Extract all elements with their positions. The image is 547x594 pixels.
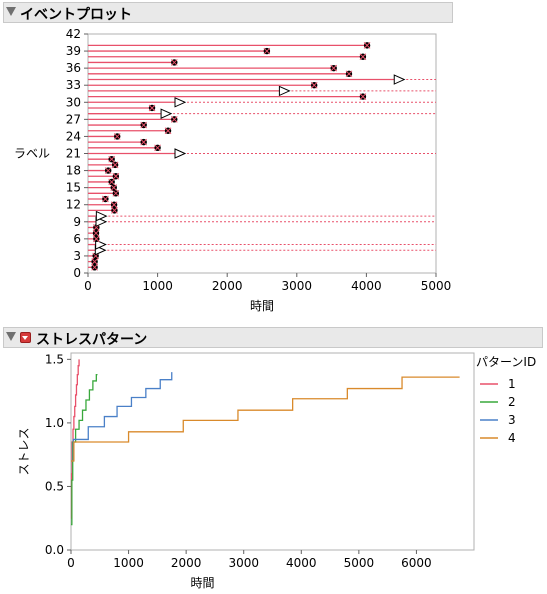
event-marker-cross (104, 167, 112, 174)
x-axis-label: 時間 (250, 299, 274, 313)
y-tick-label: 15 (66, 181, 81, 195)
stress-pattern-chart: 0.0 0.5 1.0 1.5 0 1000 2000 3000 4000 5000 6000 時間 ス… (17, 352, 536, 590)
x-tick-label: 1000 (113, 556, 144, 570)
red-triangle-menu-icon[interactable] (20, 332, 31, 343)
event-marker-cross (111, 207, 118, 214)
event-marker-cross (140, 138, 148, 146)
censored-marker (393, 74, 406, 85)
y-tick-label: 42 (66, 27, 81, 41)
event-marker-cross (310, 81, 318, 89)
event-marker-cross (330, 64, 338, 72)
y-tick-label: 39 (66, 44, 81, 58)
y-tick-label: 12 (66, 198, 81, 212)
y-tick-label: 1.5 (45, 352, 64, 366)
censored-marker (95, 239, 107, 250)
legend-label-3: 3 (508, 413, 516, 427)
x-tick-label: 4000 (351, 279, 382, 293)
event-marker-cross (91, 263, 98, 271)
event-marker-cross (92, 235, 100, 243)
event-marker-cross (110, 184, 118, 191)
y-tick-label: 3 (73, 249, 81, 263)
censored-marker (174, 97, 187, 108)
disclosure-triangle-icon[interactable] (6, 332, 16, 341)
stress-pattern-header[interactable]: ストレスパターン (3, 327, 543, 348)
event-marker-cross (164, 127, 172, 135)
legend-label-1: 1 (508, 377, 516, 391)
event-marker-cross (154, 144, 161, 152)
censored-marker (278, 85, 291, 97)
stress-pattern-title: ストレスパターン (36, 332, 148, 348)
event-marker-cross (113, 133, 121, 140)
x-tick-label: 4000 (286, 556, 317, 570)
series-line-2 (71, 373, 98, 526)
x-axis-label: 時間 (190, 576, 214, 590)
event-marker-cross (363, 42, 371, 49)
x-tick-label: 0 (67, 556, 75, 570)
y-tick-label: 1.0 (45, 416, 64, 430)
censored-marker (95, 210, 108, 222)
x-tick-label: 5000 (344, 556, 375, 570)
x-tick-label: 3000 (282, 279, 313, 293)
censored-marker (174, 148, 187, 159)
event-marker-cross (170, 59, 178, 66)
legend-title: パターンID (476, 355, 536, 369)
y-tick-label: 0.5 (45, 479, 64, 493)
event-marker-cross (111, 161, 119, 169)
event-marker-cross (102, 195, 109, 203)
event-marker-cross (91, 258, 98, 265)
y-tick-label: 18 (66, 164, 81, 178)
y-tick-label: 27 (66, 112, 81, 126)
event-marker-cross (110, 201, 118, 209)
event-plot-header[interactable]: イベントプロット (3, 2, 453, 23)
x-tick-label: 2000 (212, 279, 243, 293)
y-tick-label: 33 (66, 78, 81, 92)
y-tick-label: 36 (66, 61, 81, 75)
y-tick-label: 21 (66, 147, 81, 161)
x-tick-label: 6000 (401, 556, 432, 570)
event-marker-cross (112, 189, 120, 197)
event-marker-cross (112, 172, 120, 180)
y-axis-label: ストレス (17, 427, 31, 475)
x-tick-label: 1000 (142, 279, 173, 293)
y-tick-label: 0.0 (45, 543, 64, 557)
event-marker-cross (108, 178, 116, 186)
plot-frame (70, 352, 475, 551)
event-marker-cross (92, 229, 100, 237)
y-axis-label: ラベル (14, 147, 50, 161)
event-marker-cross (170, 116, 178, 123)
disclosure-triangle-icon[interactable] (6, 7, 16, 16)
y-tick-label: 6 (73, 232, 81, 246)
legend-label-4: 4 (508, 431, 516, 445)
y-tick-label: 0 (73, 266, 81, 280)
event-marker-cross (359, 53, 367, 61)
x-tick-label: 2000 (171, 556, 202, 570)
y-tick-label: 30 (66, 95, 81, 109)
x-tick-label: 0 (84, 279, 92, 293)
censored-marker (160, 108, 173, 119)
legend-label-2: 2 (508, 395, 516, 409)
event-plot-title: イベントプロット (20, 7, 132, 23)
x-tick-label: 3000 (228, 556, 259, 570)
event-marker-cross (263, 47, 271, 55)
x-tick-label: 5000 (421, 279, 452, 293)
y-tick-label: 24 (66, 129, 81, 143)
series-line-3 (71, 372, 173, 462)
series-line-4 (71, 376, 460, 462)
event-marker-cross (148, 104, 156, 112)
event-marker-cross (345, 70, 353, 78)
event-marker-cross (359, 93, 367, 100)
event-marker-cross (140, 121, 148, 129)
y-tick-label: 9 (73, 215, 81, 229)
event-marker-cross (108, 155, 116, 163)
